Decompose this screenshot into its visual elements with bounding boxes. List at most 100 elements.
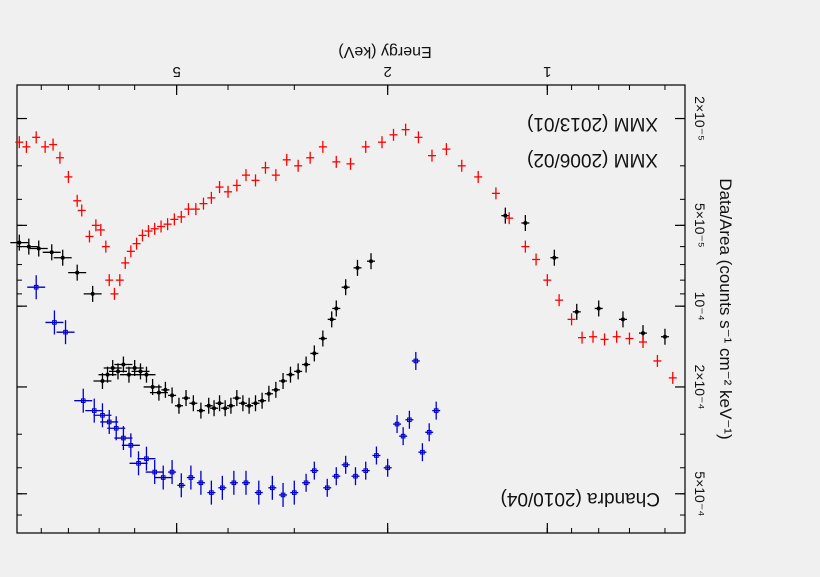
data-point-marker [100,412,105,418]
data-point-marker [552,255,557,260]
data-point-marker [160,475,166,480]
x-tick-label: 5 [172,63,180,80]
data-point-marker [273,387,278,392]
data-point-marker [413,358,419,364]
data-point-marker [503,213,508,218]
data-point-marker [641,331,646,336]
data-point-marker [234,396,239,401]
data-point-marker [91,408,97,413]
data-point-marker [596,306,601,311]
data-point-marker [280,492,286,498]
legend: XMM (2006/02) XMM (2013/01) Chandra (201… [501,113,661,509]
data-point-marker [329,317,334,322]
x-tick-label: 1 [543,63,551,80]
data-point-marker [188,475,194,480]
data-point-marker [144,372,149,377]
data-point-marker [220,485,225,491]
data-point-marker [231,480,237,486]
data-point-marker [150,384,155,389]
data-point-marker [433,408,439,413]
data-point-marker [113,425,119,431]
data-point-marker [266,391,271,396]
data-point-marker [281,378,286,383]
data-point-marker [156,390,161,395]
data-point-marker [106,419,112,425]
data-point-marker [126,372,131,377]
data-point-marker [121,435,126,441]
data-point-marker [662,334,667,339]
legend-entry-xmm-2006: XMM (2006/02) [527,149,658,170]
data-point-marker [128,443,134,448]
data-point-marker [178,483,184,488]
data-point-marker [217,401,222,406]
series-1 [15,123,677,384]
data-point-marker [333,473,339,479]
data-point-marker [17,240,22,245]
legend-entry-chandra-2010: Chandra (2010/04) [501,488,661,509]
data-point-marker [303,480,309,486]
data-point-marker [260,398,265,403]
data-point-marker [49,250,54,255]
series-0 [10,207,669,419]
data-point-marker [105,372,110,377]
y-tick-label: 2×10⁻⁵ [692,96,708,141]
legend-entry-xmm-2013: XMM (2013/01) [527,113,658,134]
data-point-marker [33,284,39,290]
y-axis-label: Data/Area (counts s⁻¹ cm⁻² keV⁻¹) [716,178,735,439]
data-point-marker [198,480,204,486]
y-tick-label: 5×10⁻⁴ [692,471,708,516]
data-point-marker [253,401,258,406]
data-point-marker [523,220,528,225]
data-point-marker [152,469,157,475]
data-point-marker [170,393,175,398]
data-point-marker [343,285,348,290]
data-point-marker [36,246,41,251]
data-point-marker [163,387,168,392]
data-point-marker [256,490,262,495]
data-point-marker [304,362,309,367]
data-point-marker [312,351,317,356]
data-point-marker [209,490,214,495]
x-axis-label: Energy (keV) [338,43,431,60]
ticks [16,85,685,534]
data-point-marker [288,372,293,377]
data-point-marker [223,406,228,411]
data-points [10,123,677,507]
data-point-marker [420,449,425,455]
data-point-marker [343,462,348,468]
data-point-marker [394,421,400,427]
data-point-marker [80,398,86,403]
data-point-marker [90,291,95,296]
data-point-marker [243,480,249,486]
data-point-marker [426,429,432,435]
data-point-marker [110,366,115,371]
x-tick-label: 2 [383,63,391,80]
data-point-marker [191,401,196,406]
data-point-marker [374,453,379,458]
data-point-marker [363,468,369,473]
data-point-marker [291,490,297,495]
data-point-marker [206,403,211,408]
data-point-marker [26,244,31,249]
plot-frame [16,84,686,534]
data-point-marker [75,270,80,275]
data-point-marker [212,406,217,411]
y-tick-label: 2×10⁻⁴ [692,364,708,409]
data-point-marker [400,433,406,439]
data-point-marker [247,403,252,408]
data-point-marker [60,255,65,260]
data-point-marker [296,369,301,374]
data-point-marker [169,469,175,475]
data-point-marker [324,485,330,491]
data-point-marker [138,369,143,374]
data-point-marker [355,265,360,270]
data-point-marker [184,396,189,401]
data-point-marker [144,456,149,461]
data-point-marker [115,369,120,374]
y-tick-label: 5×10⁻⁵ [692,203,708,248]
data-point-marker [121,362,126,367]
data-point-marker [240,401,245,406]
y-tick-label: 10⁻⁴ [692,292,708,321]
data-point-marker [620,317,625,322]
